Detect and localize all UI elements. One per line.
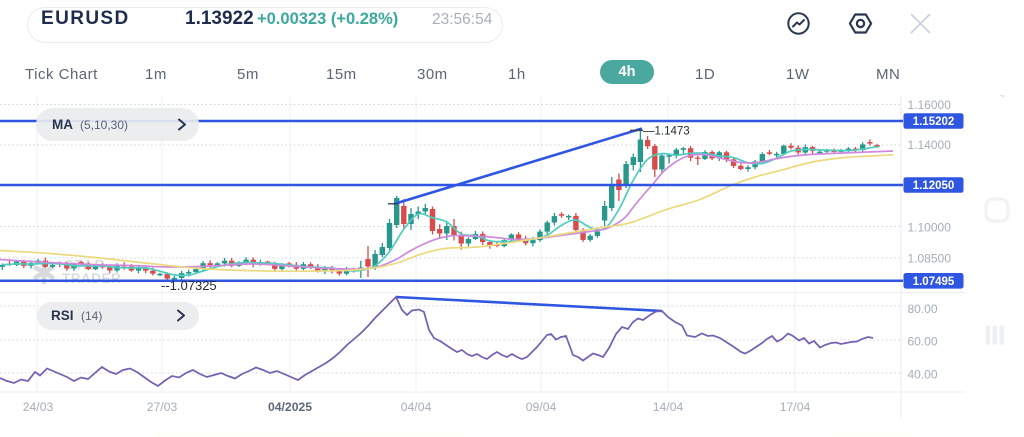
svg-text:40.00: 40.00 [908, 368, 938, 382]
svg-text:09/04: 09/04 [526, 400, 557, 414]
svg-text:27/03: 27/03 [147, 400, 178, 414]
svg-text:24/03: 24/03 [23, 400, 54, 414]
svg-text:1.07495: 1.07495 [913, 276, 955, 288]
svg-text:1.14000: 1.14000 [908, 138, 952, 152]
svg-text:--1.07325: --1.07325 [161, 278, 217, 293]
svg-text:60.00: 60.00 [908, 335, 938, 349]
svg-text:1.08500: 1.08500 [908, 252, 952, 266]
svg-text:1.12050: 1.12050 [913, 180, 955, 192]
svg-text:1.16000: 1.16000 [908, 98, 952, 112]
svg-text:1.15202: 1.15202 [913, 116, 955, 128]
svg-text:04/2025: 04/2025 [268, 400, 312, 414]
svg-text:TRADER: TRADER [62, 271, 121, 286]
svg-text:1.10000: 1.10000 [908, 221, 952, 235]
svg-text:—1.1473: —1.1473 [643, 126, 690, 138]
svg-text:14/04: 14/04 [653, 400, 684, 414]
svg-text:04/04: 04/04 [401, 400, 432, 414]
svg-text:17/04: 17/04 [780, 400, 811, 414]
svg-text:80.00: 80.00 [908, 302, 938, 316]
